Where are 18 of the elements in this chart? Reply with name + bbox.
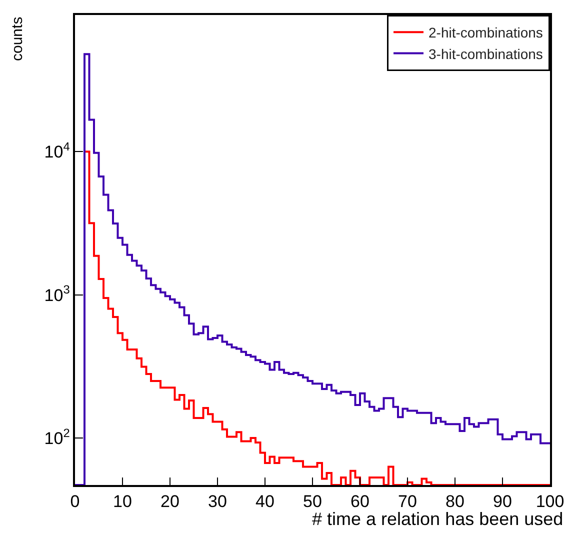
x-tick-label: 40 bbox=[256, 492, 274, 512]
x-tick-label: 50 bbox=[303, 492, 322, 512]
y-tick-label: 10$^{4}$ bbox=[44, 139, 70, 162]
legend-label: 2-hit-combinations bbox=[428, 24, 543, 41]
x-tick-label: 10 bbox=[113, 492, 132, 512]
x-tick-label: 30 bbox=[208, 492, 227, 512]
y-axis-title: counts bbox=[9, 16, 26, 61]
legend-label: 3-hit-combinations bbox=[428, 46, 543, 62]
x-tick-label: 60 bbox=[350, 492, 370, 512]
x-axis-title: # time a relation has been used bbox=[312, 509, 564, 529]
x-tick-label: 90 bbox=[493, 492, 512, 512]
x-tick-label: 100 bbox=[536, 492, 564, 512]
x-tick-label: 70 bbox=[398, 492, 417, 512]
x-tick-label: 0 bbox=[70, 492, 80, 512]
x-tick-label: 80 bbox=[446, 492, 464, 512]
y-tick-label: 10$^{2}$ bbox=[44, 426, 70, 448]
x-tick-label: 20 bbox=[160, 492, 180, 512]
y-tick-label: 10$^{3}$ bbox=[44, 282, 70, 305]
